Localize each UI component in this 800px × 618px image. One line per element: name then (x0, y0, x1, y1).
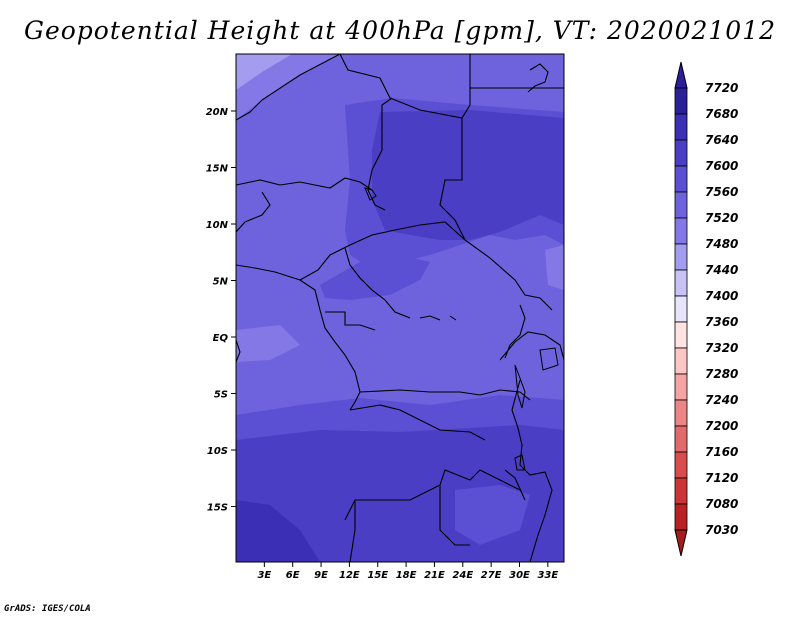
colorbar-bottom-arrow (674, 529, 688, 557)
colorbar-label: 7080 (705, 497, 738, 511)
colorbar-swatch (674, 217, 688, 245)
lat-label: 10S (207, 446, 228, 457)
colorbar-label: 7160 (705, 445, 738, 459)
lon-label: 12E (339, 570, 360, 581)
lat-label: 15S (207, 503, 228, 514)
colorbar-swatch (674, 321, 688, 349)
colorbar-swatch (674, 399, 688, 427)
lon-label: 33E (537, 570, 558, 581)
map-frame (235, 53, 565, 563)
lat-label: 5S (214, 390, 228, 401)
lon-label: 21E (424, 570, 445, 581)
lon-label: 3E (257, 570, 271, 581)
colorbar-label: 7680 (705, 107, 738, 121)
lat-label: 10N (206, 220, 229, 231)
lon-label: 18E (396, 570, 417, 581)
colorbar-label: 7720 (705, 81, 738, 95)
lat-label: 20N (206, 107, 229, 118)
lon-label: 15E (367, 570, 388, 581)
lat-label: 5N (213, 277, 229, 288)
colorbar-label: 7120 (705, 471, 738, 485)
colorbar: 7720 7680 7640 7600 7560 7520 7480 7440 7400 7360… (674, 61, 738, 557)
lon-label: 24E (452, 570, 473, 581)
colorbar-label: 7240 (705, 393, 738, 407)
colorbar-label: 7600 (705, 159, 738, 173)
colorbar-swatch (674, 347, 688, 375)
lon-label: 30E (509, 570, 530, 581)
colorbar-swatch (674, 113, 688, 141)
longitude-axis: 3E 6E 9E 12E 15E 18E 21E 24E 27E 30E 33E (257, 562, 558, 581)
lon-label: 9E (314, 570, 328, 581)
lakes (364, 187, 559, 471)
colorbar-swatch (674, 451, 688, 479)
lon-label: 27E (481, 570, 502, 581)
lat-label: EQ (213, 333, 229, 344)
colorbar-label: 7560 (705, 185, 738, 199)
colorbar-top-arrow (674, 61, 688, 89)
colorbar-label: 7400 (705, 289, 738, 303)
colorbar-swatch (674, 373, 688, 401)
grads-credit: GrADS: IGES/COLA (4, 604, 91, 614)
colorbar-label: 7480 (705, 237, 738, 251)
colorbar-label: 7640 (705, 133, 738, 147)
colorbar-swatch (674, 191, 688, 219)
colorbar-swatch (674, 165, 688, 193)
colorbar-swatch (674, 503, 688, 531)
lat-label: 15N (206, 164, 229, 175)
colorbar-swatch (674, 87, 688, 115)
colorbar-label: 7320 (705, 341, 738, 355)
map-title: Geopotential Height at 400hPa [gpm], VT:… (23, 16, 777, 45)
latitude-axis: 20N 15N 10N 5N EQ 5S 10S 15S (206, 107, 236, 514)
colorbar-label: 7360 (705, 315, 738, 329)
lon-label: 6E (286, 570, 300, 581)
colorbar-swatch (674, 295, 688, 323)
colorbar-label: 7280 (705, 367, 738, 381)
colorbar-swatch (674, 425, 688, 453)
colorbar-label: 7030 (705, 523, 738, 537)
country-borders (236, 54, 564, 562)
colorbar-label: 7520 (705, 211, 738, 225)
height-field (236, 54, 564, 562)
colorbar-swatch (674, 243, 688, 271)
colorbar-label: 7440 (705, 263, 738, 277)
colorbar-label: 7200 (705, 419, 738, 433)
colorbar-swatch (674, 477, 688, 505)
colorbar-swatch (674, 269, 688, 297)
colorbar-swatch (674, 139, 688, 167)
